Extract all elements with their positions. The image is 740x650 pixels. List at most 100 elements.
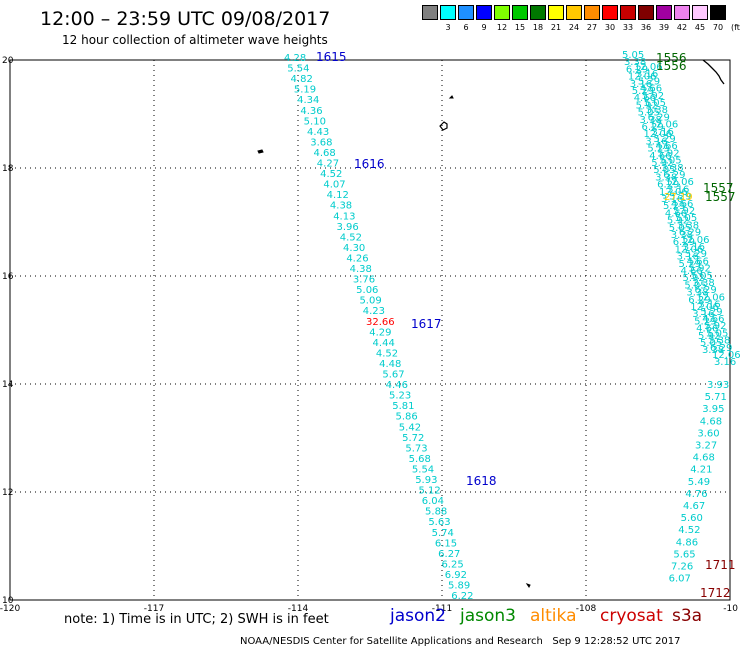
scale-label: 24 xyxy=(568,23,580,32)
wave-height-value: 6.29 xyxy=(642,122,664,133)
wave-height-value: 5.88 xyxy=(425,507,447,518)
wave-height-value: 5.71 xyxy=(705,392,727,403)
wave-height-value: 5.67 xyxy=(382,370,404,381)
wave-height-value: 6.29 xyxy=(710,343,732,354)
wave-height-value: 3.16 xyxy=(714,357,736,368)
wave-height-value: 4.66 xyxy=(665,208,687,219)
wave-height-value: 4.27 xyxy=(317,159,339,170)
wave-height-value: 5.12 xyxy=(418,486,440,497)
wave-height-value: 3.16 xyxy=(692,309,714,320)
wave-height-value: 3.93 xyxy=(707,380,729,391)
wave-height-value: 4.68 xyxy=(700,416,722,427)
wave-height-value: 5.29 xyxy=(632,86,654,97)
wave-height-value: 12.06 xyxy=(712,350,740,361)
wave-height-value: 4.34 xyxy=(297,95,319,106)
wave-height-value: 5.42 xyxy=(399,422,421,433)
scale-label: 70 xyxy=(712,23,724,32)
wave-height-value: 4.82 xyxy=(291,74,313,85)
wave-height-value: 4.43 xyxy=(307,127,329,138)
wave-height-value: 12.06 xyxy=(650,120,679,131)
wave-height-value: 5.05 xyxy=(659,156,681,167)
wave-height-value: 6.29 xyxy=(688,295,710,306)
island-outline xyxy=(448,95,454,99)
scale-label: 6 xyxy=(463,23,469,32)
lon-tick-label: -120 xyxy=(0,604,20,614)
wave-height-value: 3.16 xyxy=(630,79,652,90)
map-axes: -120 -117 -114 -111 -108 -10 20 18 16 14 12 10 xyxy=(0,56,738,614)
wave-height-value: 3.16 xyxy=(661,194,683,205)
wave-height-value: 4.66 xyxy=(634,93,656,104)
wave-height-value: 4.67 xyxy=(683,501,705,512)
wave-height-value: 6.29 xyxy=(673,237,695,248)
wave-height-value: 5.05 xyxy=(669,223,691,234)
wave-height-value: 5.92 xyxy=(657,148,679,159)
scale-label: 30 xyxy=(604,23,616,32)
wave-height-value: 3.38 xyxy=(677,220,699,231)
scale-swatch xyxy=(692,5,708,20)
pass-label: 1616 xyxy=(354,157,385,171)
footer-note: note: 1) Time is in UTC; 2) SWH is in fe… xyxy=(64,612,329,627)
wave-height-value: 6.07 xyxy=(669,574,691,585)
wave-height-value: 4.52 xyxy=(678,525,700,536)
credit-text: NOAA/NESDIS Center for Satellite Applica… xyxy=(240,636,543,647)
wave-height-value: 3.16 xyxy=(645,136,667,147)
scale-swatch xyxy=(638,5,654,20)
satellite-track-east: 5.0512.063.383.166.295.2912.064.663.165.… xyxy=(622,50,740,585)
wave-height-value: 3.76 xyxy=(353,275,375,286)
wave-height-value: 5.92 xyxy=(667,216,689,227)
lat-tick-label: 18 xyxy=(2,164,14,174)
wave-height-value: 6.15 xyxy=(435,538,457,549)
wave-height-value: 5.92 xyxy=(642,91,664,102)
scale-label: 42 xyxy=(676,23,688,32)
wave-height-value: 5.23 xyxy=(389,391,411,402)
wave-height-value: 3.38 xyxy=(686,288,708,299)
mission-legend-item: altika xyxy=(530,606,577,626)
wave-height-value: 4.52 xyxy=(320,169,342,180)
wave-height-value: 5.92 xyxy=(673,206,695,217)
lon-tick-label: -114 xyxy=(288,604,309,614)
wave-height-value: 5.29 xyxy=(700,307,722,318)
coastline xyxy=(257,59,725,588)
scale-label: 21 xyxy=(550,23,562,32)
wave-height-value: 5.29 xyxy=(685,249,707,260)
wave-height-value: 6.92 xyxy=(445,570,467,581)
wave-height-value: 4.12 xyxy=(327,190,349,201)
pass-label: 1712 xyxy=(700,586,731,600)
wave-height-value: 4.66 xyxy=(696,324,718,335)
island-outline xyxy=(257,149,264,154)
wave-height-value: 3.38 xyxy=(661,163,683,174)
wave-height-value: 5.05 xyxy=(675,213,697,224)
scale-label: 45 xyxy=(694,23,706,32)
pass-label: 1556 xyxy=(656,51,687,65)
pass-label: 1618 xyxy=(466,474,497,488)
wave-height-value: 3.96 xyxy=(336,222,358,233)
wave-height-value: 5.05 xyxy=(653,165,675,176)
wave-height-value: 5.72 xyxy=(402,433,424,444)
wave-height-value: 4.26 xyxy=(346,253,368,264)
wave-height-value: 5.19 xyxy=(294,85,316,96)
lat-tick-label: 20 xyxy=(2,56,14,66)
scale-swatch xyxy=(674,5,690,20)
wave-height-value: 5.92 xyxy=(682,273,704,284)
wave-height-value: 5.81 xyxy=(392,401,414,412)
wave-height-value: 6.22 xyxy=(451,591,473,602)
wave-height-value: 12.06 xyxy=(675,244,704,255)
coastline-segment xyxy=(702,59,725,85)
wave-height-value: 4.86 xyxy=(676,537,698,548)
wave-height-value: 4.66 xyxy=(655,141,677,152)
wave-height-value: 3.38 xyxy=(693,278,715,289)
wave-height-value: 5.73 xyxy=(405,443,427,454)
wave-height-value: 5.92 xyxy=(689,264,711,275)
wave-height-value: 3.95 xyxy=(702,404,724,415)
wave-height-value: 4.66 xyxy=(681,266,703,277)
page-title: 12:00 – 23:59 UTC 09/08/2017 xyxy=(40,8,331,30)
wave-height-value: 5.54 xyxy=(412,464,434,475)
wave-height-value: 3.60 xyxy=(697,428,719,439)
wave-height-value: 5.29 xyxy=(663,201,685,212)
wave-height-value: 4.44 xyxy=(373,338,395,349)
wave-height-value: 5.29 xyxy=(679,259,701,270)
scale-swatch xyxy=(530,5,546,20)
wave-height-value: 5.74 xyxy=(432,528,454,539)
mission-legend-item: jason3 xyxy=(460,606,516,626)
